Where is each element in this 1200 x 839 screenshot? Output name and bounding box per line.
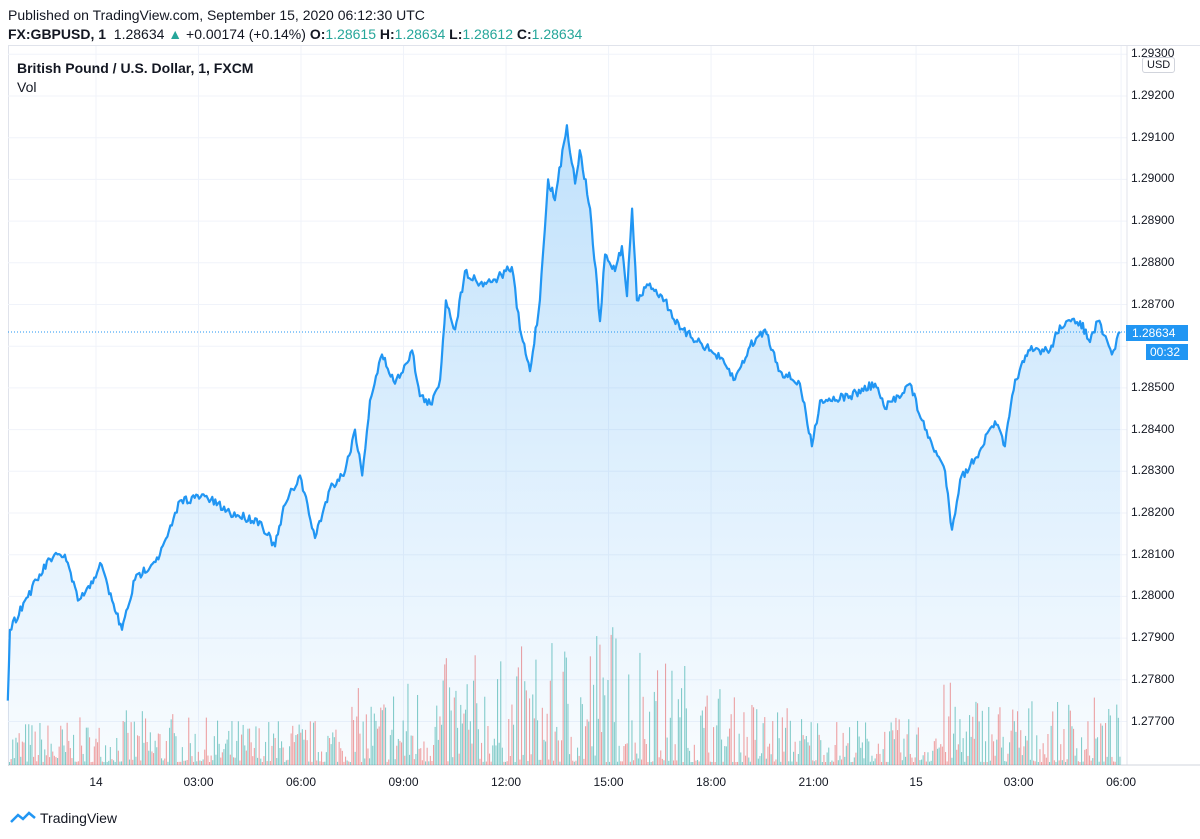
time-tick: 21:00	[798, 775, 829, 789]
price-tick: 1.28200	[1131, 505, 1175, 519]
low-label: L:	[449, 26, 463, 42]
price-change: +0.00174 (+0.14%)	[186, 26, 306, 42]
time-tick: 06:00	[1106, 775, 1137, 789]
time-tick: 14	[89, 775, 103, 789]
price-tick: 1.29300	[1131, 46, 1175, 61]
currency-button[interactable]: USD	[1142, 57, 1176, 73]
price-tick: 1.27800	[1131, 671, 1175, 686]
brand-name: TradingView	[40, 810, 118, 826]
close-label: C:	[516, 26, 532, 42]
high-value: 1.28634	[394, 26, 446, 42]
price-tick: 1.29100	[1131, 129, 1175, 144]
price-tick: 1.29200	[1131, 88, 1175, 102]
chart-frame	[8, 45, 1200, 766]
time-tick: 12:00	[491, 775, 522, 789]
price-tick: 1.27900	[1131, 630, 1175, 645]
tradingview-logo-icon	[10, 811, 36, 823]
price-tick: 1.28800	[1131, 254, 1175, 269]
time-tick: 06:00	[286, 775, 317, 789]
price-area-fill	[7, 125, 1121, 765]
price-line	[6, 124, 1121, 701]
time-tick: 18:00	[696, 775, 727, 789]
price-tick: 1.28300	[1131, 463, 1175, 478]
price-tick: 1.28000	[1131, 588, 1175, 603]
time-tick: 03:00	[183, 775, 214, 789]
last-price: 1.28634	[113, 26, 165, 42]
time-tick: 15:00	[593, 775, 624, 789]
up-triangle-icon: ▲	[168, 26, 183, 42]
open-label: O:	[309, 26, 326, 42]
last-price-marker: 1.28634	[1126, 325, 1188, 341]
bar-countdown: 00:32	[1146, 344, 1188, 360]
tradingview-logo[interactable]: TradingView	[10, 810, 117, 826]
low-value: 1.28612	[462, 26, 513, 42]
close-value: 1.28634	[531, 26, 583, 42]
published-caption: Published on TradingView.com, September …	[8, 7, 425, 23]
time-tick: 15	[909, 775, 923, 789]
chart-legend-title: British Pound / U.S. Dollar, 1, FXCM	[17, 60, 254, 76]
price-tick: 1.28100	[1131, 546, 1175, 561]
price-tick: 1.28900	[1131, 213, 1175, 228]
price-tick: 1.29000	[1131, 171, 1175, 186]
open-value: 1.28615	[325, 26, 376, 42]
price-tick: 1.28400	[1131, 421, 1175, 436]
price-tick: 1.28700	[1131, 296, 1175, 311]
time-tick: 09:00	[388, 775, 419, 789]
price-tick: 1.28500	[1131, 379, 1175, 394]
time-tick: 03:00	[1003, 775, 1034, 789]
symbol-header: FX:GBPUSD, 1 1.28634 ▲ +0.00174 (+0.14%)…	[8, 26, 582, 42]
high-label: H:	[379, 26, 395, 42]
price-tick: 1.27700	[1131, 713, 1175, 728]
volume-legend: Vol	[17, 79, 37, 95]
symbol-label: FX:GBPUSD, 1	[8, 26, 107, 42]
